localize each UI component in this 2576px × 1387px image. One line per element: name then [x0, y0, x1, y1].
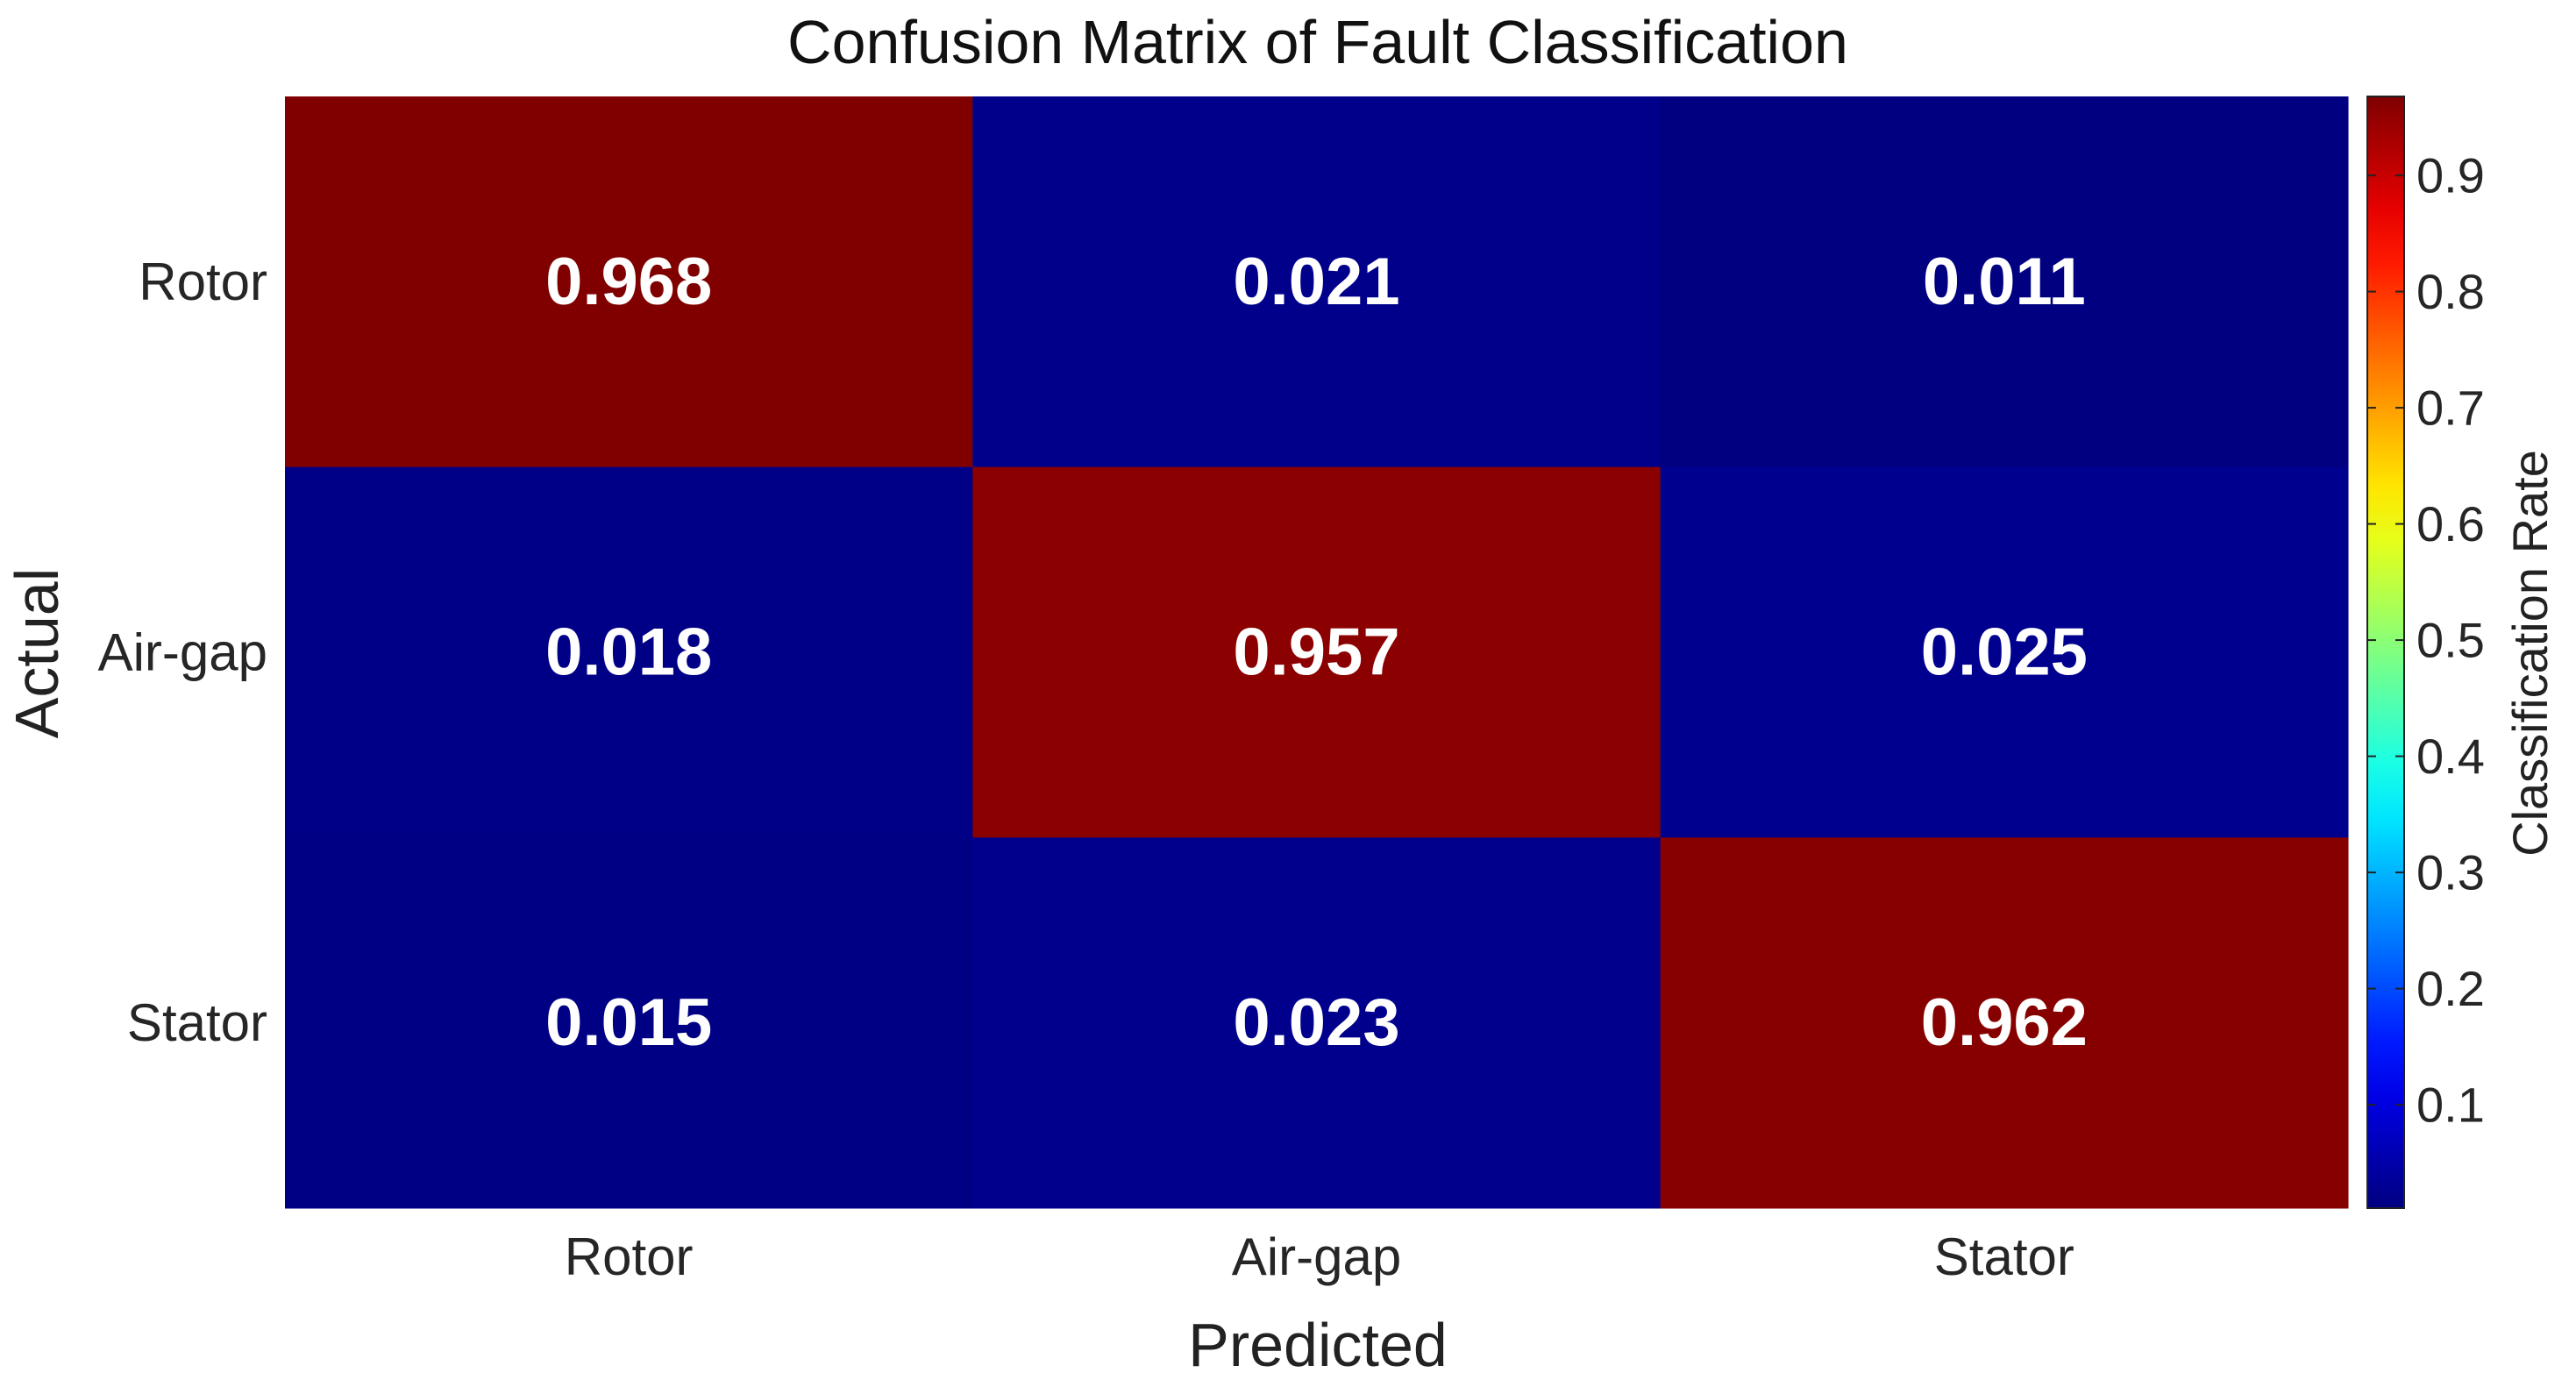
cell-value-label: 0.011 [1923, 245, 2086, 319]
heatmap-cell [972, 466, 1662, 838]
x-tick-label: Stator [1934, 1227, 2074, 1286]
colorbar-tick-label: 0.9 [2416, 148, 2485, 203]
heatmap-cell [972, 837, 1662, 1209]
colorbar [2366, 96, 2405, 1209]
y-axis-tick-labels: Rotor Air-gap Stator [98, 253, 267, 1052]
colorbar-tick-label: 0.1 [2416, 1078, 2485, 1133]
x-axis-label: Predicted [1188, 1311, 1448, 1379]
colorbar-tick-label: 0.4 [2416, 729, 2485, 784]
x-tick-label: Air-gap [1232, 1227, 1401, 1286]
cell-value-label: 0.957 [1233, 615, 1399, 690]
colorbar-tick-label: 0.3 [2416, 845, 2485, 900]
colorbar-tick-label: 0.6 [2416, 496, 2485, 551]
y-tick-label: Air-gap [98, 623, 267, 682]
cell-value-label: 0.021 [1233, 245, 1399, 319]
colorbar-tick-label: 0.5 [2416, 613, 2485, 668]
colorbar-ticks: 0.1 0.2 0.3 0.4 0.5 0.6 0.7 0.8 0.9 [2367, 148, 2485, 1133]
heatmap-cell [285, 96, 973, 468]
cell-value-label: 0.968 [545, 245, 712, 319]
colorbar-tick-label: 0.2 [2416, 961, 2485, 1016]
cell-value-label: 0.025 [1921, 615, 2088, 690]
colorbar-tick-label: 0.7 [2416, 381, 2485, 436]
cell-value-label: 0.015 [545, 985, 712, 1060]
heatmap-cell [285, 466, 973, 838]
cell-value-label: 0.962 [1921, 985, 2088, 1060]
y-axis-label: Actual [3, 568, 71, 739]
heatmap-cells [285, 96, 2349, 1209]
heatmap-cell [1660, 837, 2349, 1209]
heatmap-cell [1660, 466, 2349, 838]
cell-value-labels: 0.968 0.021 0.011 0.018 0.957 0.025 0.015 0.023… [545, 245, 2088, 1060]
colorbar-tick-label: 0.8 [2416, 264, 2485, 319]
colorbar-label: Classification Rate [2502, 450, 2558, 857]
x-axis-tick-labels: Rotor Air-gap Stator [565, 1227, 2074, 1286]
heatmap-cell [1660, 96, 2349, 468]
y-tick-label: Stator [127, 993, 267, 1052]
cell-value-label: 0.023 [1233, 985, 1399, 1060]
chart-title: Confusion Matrix of Fault Classification [787, 8, 1848, 76]
y-tick-label: Rotor [139, 253, 267, 311]
cell-value-label: 0.018 [545, 615, 712, 690]
x-tick-label: Rotor [565, 1227, 694, 1286]
heatmap-cell [285, 837, 973, 1209]
heatmap-cell [972, 96, 1662, 468]
